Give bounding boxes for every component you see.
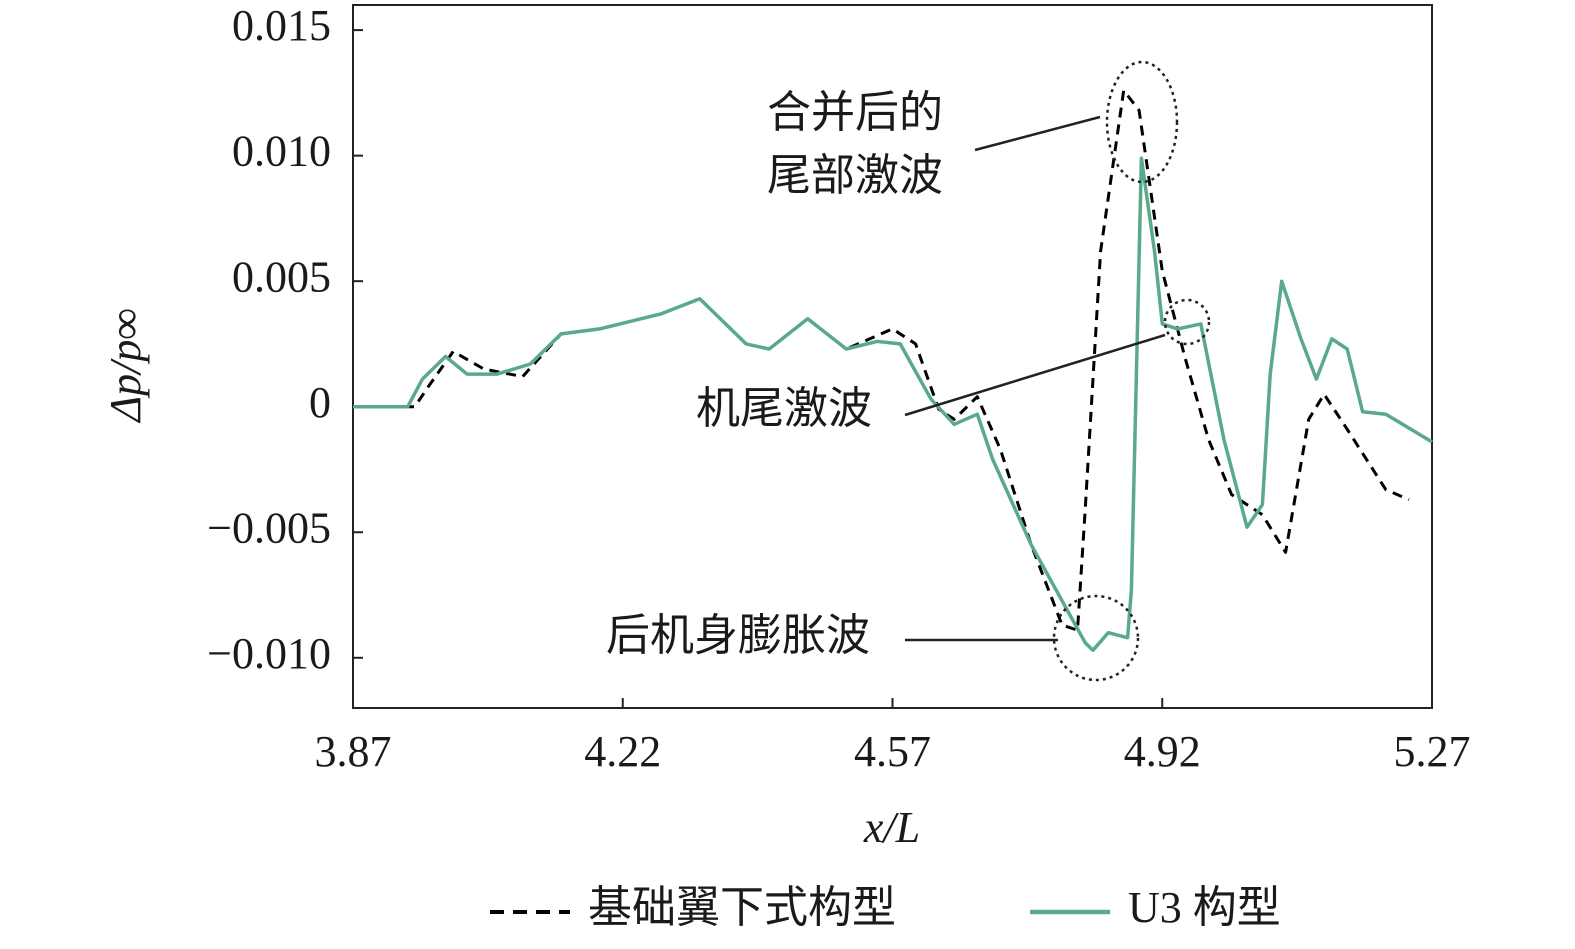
x-axis-label: x/L bbox=[863, 803, 920, 852]
y-tick-label: 0.015 bbox=[232, 1, 331, 50]
annotation-text: 机尾激波 bbox=[696, 384, 872, 433]
annotation-leader bbox=[904, 333, 1166, 417]
y-axis-label: Δp/p∞ bbox=[101, 308, 150, 423]
legend-label: 基础翼下式构型 bbox=[588, 883, 896, 932]
annotation-ellipse bbox=[1052, 594, 1140, 682]
annotation-text: 后机身膨胀波 bbox=[606, 611, 870, 660]
y-tick-label: −0.005 bbox=[207, 503, 331, 552]
y-tick-label: 0.005 bbox=[232, 252, 331, 301]
series-line bbox=[353, 156, 1433, 653]
y-tick-label: 0 bbox=[309, 378, 331, 427]
y-tick-label: 0.010 bbox=[232, 127, 331, 176]
x-tick-label: 4.92 bbox=[1124, 727, 1201, 776]
y-tick-label: −0.010 bbox=[207, 629, 331, 678]
annotation-ellipse bbox=[1163, 298, 1211, 346]
x-tick-label: 5.27 bbox=[1394, 727, 1471, 776]
annotation-ellipse bbox=[1105, 60, 1179, 184]
x-tick-label: 3.87 bbox=[315, 727, 392, 776]
annotation-text: 尾部激波 bbox=[767, 151, 943, 200]
annotation-leader bbox=[974, 115, 1101, 152]
annotation-text: 合并后的 bbox=[767, 88, 943, 137]
x-tick-label: 4.22 bbox=[584, 727, 661, 776]
legend-label: U3 构型 bbox=[1128, 883, 1281, 932]
x-tick-label: 4.57 bbox=[854, 727, 931, 776]
